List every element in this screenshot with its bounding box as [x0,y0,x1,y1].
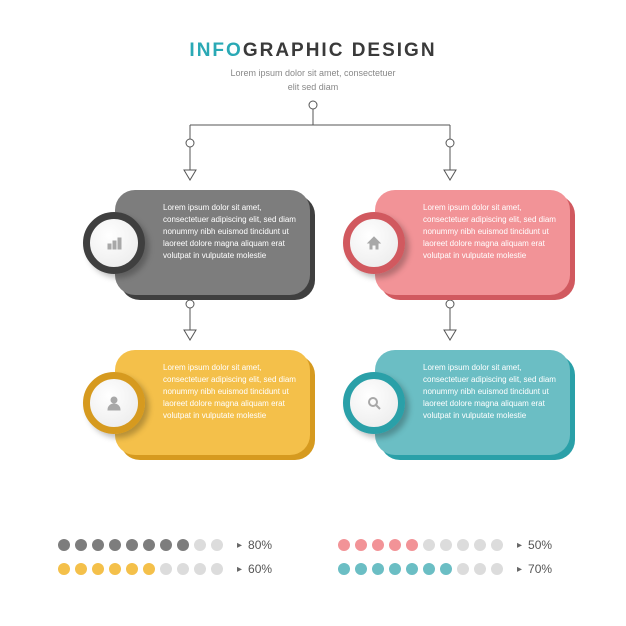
dot [338,563,350,575]
dot [338,539,350,551]
dot [75,563,87,575]
bars-icon [106,235,122,251]
percent-bars: ▸ 80% ▸ 60% ▸ 50% ▸ 70% [0,538,626,586]
chevron-right-icon: ▸ [517,540,522,551]
dot [194,539,206,551]
dot [211,563,223,575]
dot [423,563,435,575]
dot [92,563,104,575]
title-accent: INFO [189,40,242,61]
dot [440,563,452,575]
dot [491,563,503,575]
dot [58,539,70,551]
dot [457,539,469,551]
percent-col-right: ▸ 50% ▸ 70% [338,538,568,586]
dot [194,563,206,575]
percent-row-pink: ▸ 50% [338,538,568,552]
percent-label: 70% [528,562,552,576]
dot [355,563,367,575]
dots [58,563,223,575]
dot [58,563,70,575]
dot [372,539,384,551]
percent-col-left: ▸ 80% ▸ 60% [58,538,288,586]
card-text: Lorem ipsum dolor sit amet, consectetuer… [423,202,556,262]
dot [75,539,87,551]
card-teal: Lorem ipsum dolor sit amet, consectetuer… [375,350,570,455]
card-text: Lorem ipsum dolor sit amet, consectetuer… [423,362,556,422]
search-icon [366,395,382,411]
dots [338,539,503,551]
home-icon [366,235,382,251]
card-pink: Lorem ipsum dolor sit amet, consectetuer… [375,190,570,295]
card-yellow: Lorem ipsum dolor sit amet, consectetuer… [115,350,310,455]
title-rest: GRAPHIC DESIGN [243,40,437,61]
chevron-right-icon: ▸ [517,564,522,575]
dot [143,539,155,551]
dot [211,539,223,551]
subtitle-line1: Lorem ipsum dolor sit amet, consectetuer [230,68,395,78]
percent-row-yellow: ▸ 60% [58,562,288,576]
dots [338,563,503,575]
dot [474,539,486,551]
card-icon-circle [343,212,405,274]
dot [109,563,121,575]
dot [457,563,469,575]
dot [177,563,189,575]
subtitle: Lorem ipsum dolor sit amet, consectetuer… [0,67,626,94]
dot [126,563,138,575]
dot [406,539,418,551]
card-icon-circle [83,212,145,274]
dot [177,539,189,551]
dot [160,539,172,551]
dot [389,539,401,551]
dot [143,563,155,575]
percent-label: 80% [248,538,272,552]
card-icon-circle [83,372,145,434]
card-text: Lorem ipsum dolor sit amet, consectetuer… [163,362,296,422]
subtitle-line2: elit sed diam [288,82,339,92]
page-title: INFOGRAPHIC DESIGN [0,40,626,62]
dot [474,563,486,575]
card-text: Lorem ipsum dolor sit amet, consectetuer… [163,202,296,262]
dot [389,563,401,575]
percent-label: 60% [248,562,272,576]
dot [109,539,121,551]
card-icon-circle [343,372,405,434]
dot [126,539,138,551]
dot [92,539,104,551]
dot [423,539,435,551]
percent-label: 50% [528,538,552,552]
dot [355,539,367,551]
dot [491,539,503,551]
percent-row-teal: ▸ 70% [338,562,568,576]
chevron-right-icon: ▸ [237,540,242,551]
card-gray: Lorem ipsum dolor sit amet, consectetuer… [115,190,310,295]
header: INFOGRAPHIC DESIGN Lorem ipsum dolor sit… [0,0,626,94]
dot [440,539,452,551]
dots [58,539,223,551]
dot [160,563,172,575]
dot [372,563,384,575]
percent-row-gray: ▸ 80% [58,538,288,552]
dot [406,563,418,575]
user-icon [106,395,122,411]
chevron-right-icon: ▸ [237,564,242,575]
